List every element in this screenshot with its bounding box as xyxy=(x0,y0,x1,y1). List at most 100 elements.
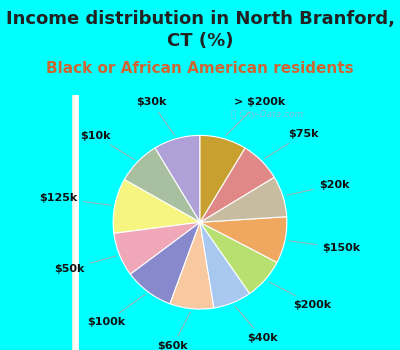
Text: $10k: $10k xyxy=(80,131,134,160)
Text: ⓘ City-Data.com: ⓘ City-Data.com xyxy=(231,110,303,119)
Text: Black or African American residents: Black or African American residents xyxy=(46,61,354,76)
Bar xyxy=(74,94,76,350)
Bar xyxy=(74,94,76,350)
Bar xyxy=(75,94,77,350)
Bar xyxy=(74,94,77,350)
Bar xyxy=(74,94,76,350)
Bar xyxy=(74,94,76,350)
Bar xyxy=(74,94,76,350)
Bar xyxy=(74,94,77,350)
Bar xyxy=(75,94,77,350)
Bar xyxy=(73,94,76,350)
Bar xyxy=(72,94,75,350)
Bar xyxy=(74,94,77,350)
Bar xyxy=(74,94,76,350)
Bar xyxy=(74,94,77,350)
Bar xyxy=(73,94,75,350)
Bar xyxy=(74,94,76,350)
Bar xyxy=(75,94,77,350)
Bar xyxy=(74,94,76,350)
Bar xyxy=(75,94,77,350)
Bar xyxy=(74,94,76,350)
Bar xyxy=(73,94,76,350)
Bar xyxy=(73,94,76,350)
Bar xyxy=(73,94,76,350)
Bar xyxy=(73,94,76,350)
Bar xyxy=(74,94,77,350)
Bar xyxy=(73,94,76,350)
Bar xyxy=(74,94,77,350)
Bar xyxy=(73,94,76,350)
Text: $30k: $30k xyxy=(136,97,175,135)
Wedge shape xyxy=(200,222,250,308)
Wedge shape xyxy=(155,135,200,222)
Bar xyxy=(74,94,76,350)
Bar xyxy=(74,94,77,350)
Bar xyxy=(73,94,76,350)
Wedge shape xyxy=(200,217,287,262)
Bar xyxy=(75,94,77,350)
Bar xyxy=(74,94,76,350)
Bar xyxy=(74,94,77,350)
Wedge shape xyxy=(113,180,200,233)
Bar xyxy=(73,94,76,350)
Bar xyxy=(74,94,76,350)
Bar xyxy=(72,94,75,350)
Bar xyxy=(74,94,77,350)
Wedge shape xyxy=(124,148,200,222)
Bar xyxy=(74,94,77,350)
Text: $60k: $60k xyxy=(158,312,190,350)
Bar xyxy=(73,94,76,350)
Bar xyxy=(74,94,76,350)
Wedge shape xyxy=(130,222,200,304)
Bar xyxy=(75,94,77,350)
Bar xyxy=(73,94,75,350)
Bar xyxy=(74,94,76,350)
Bar xyxy=(73,94,76,350)
Bar xyxy=(73,94,75,350)
Wedge shape xyxy=(200,135,245,222)
Bar xyxy=(74,94,77,350)
Bar xyxy=(73,94,75,350)
Bar xyxy=(73,94,76,350)
Bar xyxy=(73,94,76,350)
Bar xyxy=(74,94,76,350)
Bar xyxy=(72,94,75,350)
Text: $40k: $40k xyxy=(235,306,278,343)
Bar xyxy=(74,94,77,350)
Bar xyxy=(74,94,77,350)
Bar xyxy=(72,94,75,350)
Bar xyxy=(72,94,75,350)
Bar xyxy=(74,94,77,350)
Bar xyxy=(73,94,75,350)
Bar xyxy=(73,94,76,350)
Bar xyxy=(74,94,76,350)
Bar xyxy=(73,94,75,350)
Bar xyxy=(74,94,76,350)
Bar xyxy=(74,94,77,350)
Wedge shape xyxy=(170,222,214,309)
Bar xyxy=(73,94,76,350)
Bar xyxy=(73,94,76,350)
Bar xyxy=(72,94,75,350)
Bar xyxy=(72,94,75,350)
Bar xyxy=(73,94,76,350)
Bar xyxy=(74,94,76,350)
Wedge shape xyxy=(200,177,287,222)
Wedge shape xyxy=(200,222,277,294)
Bar xyxy=(72,94,75,350)
Bar xyxy=(74,94,76,350)
Bar xyxy=(73,94,75,350)
Text: Income distribution in North Branford,
CT (%): Income distribution in North Branford, C… xyxy=(6,10,394,50)
Wedge shape xyxy=(114,222,200,274)
Bar xyxy=(74,94,76,350)
Bar xyxy=(72,94,75,350)
Bar xyxy=(73,94,75,350)
Bar xyxy=(73,94,76,350)
Text: $200k: $200k xyxy=(268,281,332,310)
Bar xyxy=(74,94,76,350)
Text: $50k: $50k xyxy=(54,256,116,274)
Bar xyxy=(74,94,76,350)
Bar xyxy=(74,94,77,350)
Bar xyxy=(72,94,75,350)
